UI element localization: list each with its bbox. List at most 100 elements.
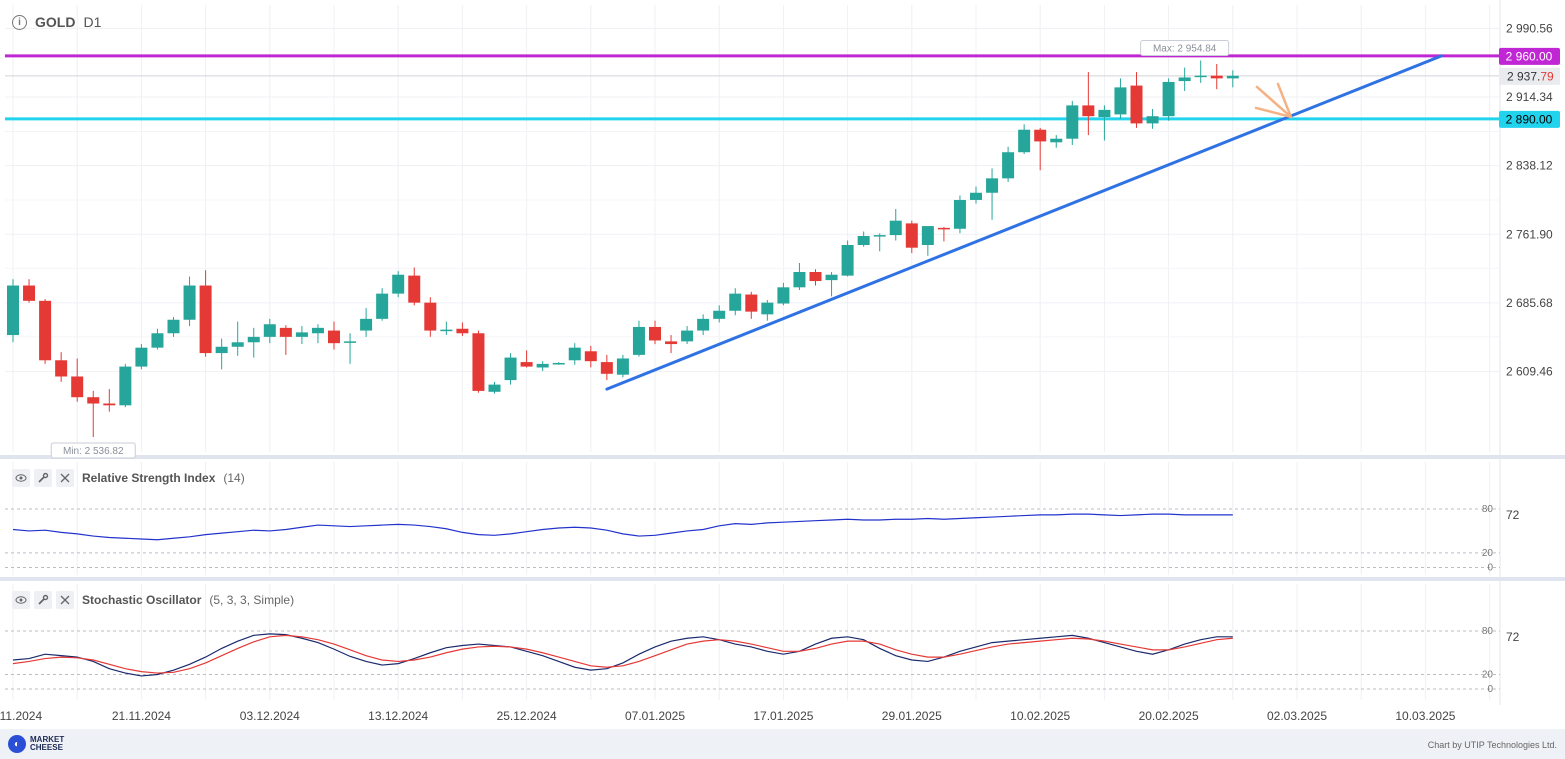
max-label: Max: 2 954.84 <box>1153 44 1217 55</box>
panel-separator <box>0 577 1565 581</box>
chart-credit: Chart by UTIP Technologies Ltd. <box>1427 740 1557 750</box>
x-tick-label: 02.03.2025 <box>1267 709 1327 723</box>
eye-icon[interactable] <box>12 469 30 487</box>
candle-body <box>729 293 742 311</box>
chart-header: i GOLD D1 <box>12 14 101 30</box>
candle-body <box>504 357 517 381</box>
logo-icon: ◐ <box>8 735 26 753</box>
candle-body <box>1226 75 1239 79</box>
y-tick-label: 2 609.46 <box>1506 365 1553 379</box>
candle-body <box>488 384 501 392</box>
candle-body <box>295 332 308 337</box>
candle-body <box>472 333 485 391</box>
candle-body <box>825 274 838 281</box>
candle-body <box>1210 75 1223 79</box>
candle-body <box>809 272 822 282</box>
candle-body <box>87 397 100 404</box>
wrench-icon[interactable] <box>34 591 52 609</box>
candle-body <box>199 285 212 354</box>
footer-bar <box>0 729 1565 759</box>
candle-body <box>1194 75 1207 78</box>
y-tick-label: 2 761.90 <box>1506 227 1553 241</box>
candle-body <box>873 235 886 237</box>
candle-body <box>889 220 902 236</box>
rsi-level-label: 20 <box>1482 548 1494 559</box>
min-label-box <box>50 442 136 459</box>
symbol-label: GOLD <box>35 14 76 30</box>
candle-body <box>1162 81 1175 117</box>
timeframe-label[interactable]: D1 <box>83 14 102 30</box>
candle-body <box>23 285 36 301</box>
candle-body <box>279 327 292 337</box>
candle-body <box>328 330 340 344</box>
candle-body <box>713 310 726 319</box>
candle-body <box>119 366 132 406</box>
market-cheese-logo[interactable]: ◐ MARKET CHEESE <box>8 735 64 753</box>
min-label: Min: 2 536.82 <box>63 446 124 457</box>
candle-body <box>520 362 533 367</box>
candle-body <box>761 302 774 315</box>
candle-body <box>616 358 629 375</box>
level-price-box <box>1499 47 1560 65</box>
rsi-name: Relative Strength Index <box>82 471 216 485</box>
candle-body <box>440 329 453 332</box>
candle-body <box>1114 87 1127 115</box>
candle-body <box>649 326 661 341</box>
rsi-level-label: 0 <box>1487 563 1493 574</box>
candle-body <box>183 285 196 320</box>
candle-body <box>103 403 116 406</box>
stochastic-series-d <box>12 634 1233 674</box>
candle-body <box>263 324 276 337</box>
candle-body <box>953 199 966 229</box>
logo-line2: CHEESE <box>30 743 63 752</box>
current-price-box <box>1499 67 1560 85</box>
candle-body <box>1050 138 1063 143</box>
candle-body <box>151 333 164 348</box>
rsi-series-rsi <box>12 513 1233 541</box>
x-tick-label: 10.02.2025 <box>1010 709 1070 723</box>
candle-body <box>937 227 950 230</box>
x-tick-label: 10.03.2025 <box>1395 709 1455 723</box>
candle-body <box>777 287 790 304</box>
candle-body <box>1082 105 1095 117</box>
x-tick-label: 17.01.2025 <box>753 709 813 723</box>
candle-body <box>584 351 597 362</box>
candle-body <box>986 178 999 193</box>
candle-body <box>793 272 806 288</box>
stochastic-level-label: 0 <box>1487 684 1493 695</box>
x-tick-label: 11.11.2024 <box>0 709 42 723</box>
candle-body <box>311 327 324 334</box>
wrench-icon[interactable] <box>34 469 52 487</box>
candle-body <box>167 319 180 334</box>
y-tick-label: 2 838.12 <box>1506 159 1553 173</box>
candle-body <box>392 274 405 294</box>
candle-body <box>665 341 678 345</box>
info-icon[interactable]: i <box>12 14 27 30</box>
close-icon[interactable] <box>56 469 74 487</box>
candle-body <box>424 302 437 331</box>
candle-body <box>1018 129 1031 153</box>
candle-body <box>247 336 260 343</box>
candle-body <box>568 347 581 361</box>
candle-body <box>970 192 982 200</box>
rsi-current-value: 72 <box>1506 508 1520 522</box>
candle-body <box>697 318 710 331</box>
candle-body <box>745 294 758 312</box>
y-tick-label: 2 685.68 <box>1506 296 1553 310</box>
panel-separator <box>0 455 1565 459</box>
candle-body <box>632 326 645 355</box>
rsi-params: (14) <box>223 471 245 485</box>
candle-body <box>841 244 854 276</box>
eye-icon[interactable] <box>12 591 30 609</box>
candle-body <box>215 346 228 354</box>
price-chart[interactable]: 2 990.56 2 914.34 2 838.12 2 761.90 2 685.68… <box>0 0 1565 729</box>
close-icon[interactable] <box>56 591 74 609</box>
y-tick-label: 2 990.56 <box>1506 21 1553 35</box>
candle-body <box>231 342 244 347</box>
candle-body <box>857 235 870 245</box>
rsi-level-label: 80 <box>1482 504 1494 515</box>
candle-body <box>456 328 469 334</box>
candle-body <box>1178 77 1191 82</box>
x-tick-label: 29.01.2025 <box>882 709 942 723</box>
arrow-annotation <box>1255 85 1293 119</box>
